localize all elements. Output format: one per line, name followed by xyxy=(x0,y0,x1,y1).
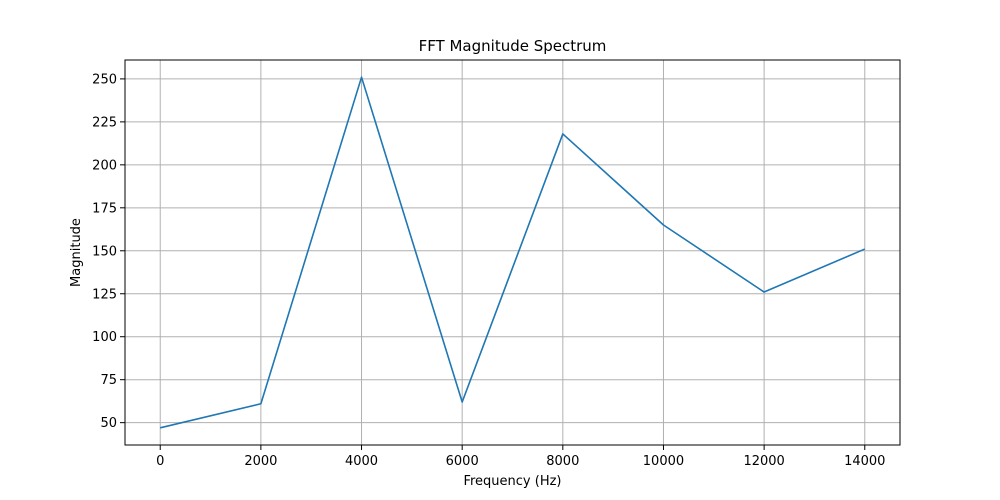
y-tick-label: 100 xyxy=(92,330,117,345)
series-line-layer xyxy=(160,76,866,429)
y-tick-label: 150 xyxy=(92,244,117,259)
x-tick-label: 6000 xyxy=(446,454,479,469)
axis-ticks: 0 2000 4000 6000 8000 10000 12000 14000 50 75 100 1… xyxy=(92,72,885,469)
y-tick-label: 50 xyxy=(100,416,117,431)
x-tick-label: 12000 xyxy=(743,454,784,469)
series-line xyxy=(160,76,866,429)
chart-title: FFT Magnitude Spectrum xyxy=(419,37,607,55)
y-tick-label: 250 xyxy=(92,72,117,87)
y-tick-label: 125 xyxy=(92,287,117,302)
plot-area-frame xyxy=(124,59,901,446)
y-tick-label: 200 xyxy=(92,158,117,173)
y-axis-label: Magnitude xyxy=(69,218,84,287)
x-tick-label: 8000 xyxy=(546,454,579,469)
x-tick-label: 4000 xyxy=(345,454,378,469)
x-axis-label: Frequency (Hz) xyxy=(463,474,561,489)
x-tick-label: 14000 xyxy=(844,454,885,469)
x-tick-label: 2000 xyxy=(244,454,277,469)
grid xyxy=(125,60,900,445)
y-tick-label: 175 xyxy=(92,201,117,216)
x-tick-label: 10000 xyxy=(643,454,684,469)
y-tick-label: 225 xyxy=(92,115,117,130)
y-tick-label: 75 xyxy=(100,373,117,388)
x-tick-label: 0 xyxy=(156,454,164,469)
